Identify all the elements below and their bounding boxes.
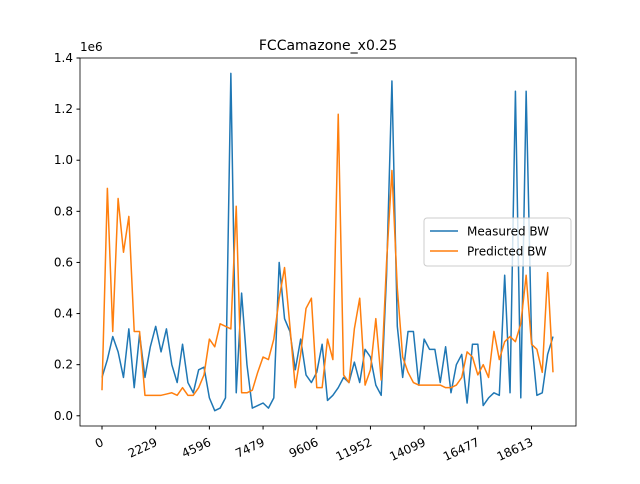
y-tick-label: 0.0 <box>54 409 73 423</box>
y-tick-label: 0.4 <box>54 307 73 321</box>
series-line <box>101 72 554 412</box>
y-tick-label: 1.2 <box>54 102 73 116</box>
legend: Measured BW Predicted BW <box>423 217 572 267</box>
legend-box <box>423 217 572 267</box>
y-tick-label: 1.4 <box>54 51 73 65</box>
series-line <box>101 113 554 397</box>
y-tick-label: 1.0 <box>54 153 73 167</box>
plot-frame <box>79 57 577 427</box>
y-tick-label: 0.8 <box>54 204 73 218</box>
chart-title: FCCamazone_x0.25 <box>259 38 397 54</box>
y-tick-label: 0.6 <box>54 255 73 269</box>
y-tick-label: 0.2 <box>54 358 73 372</box>
legend-label: Predicted BW <box>467 245 547 259</box>
legend-label: Measured BW <box>467 225 549 239</box>
y-offset-label: 1e6 <box>80 40 103 54</box>
